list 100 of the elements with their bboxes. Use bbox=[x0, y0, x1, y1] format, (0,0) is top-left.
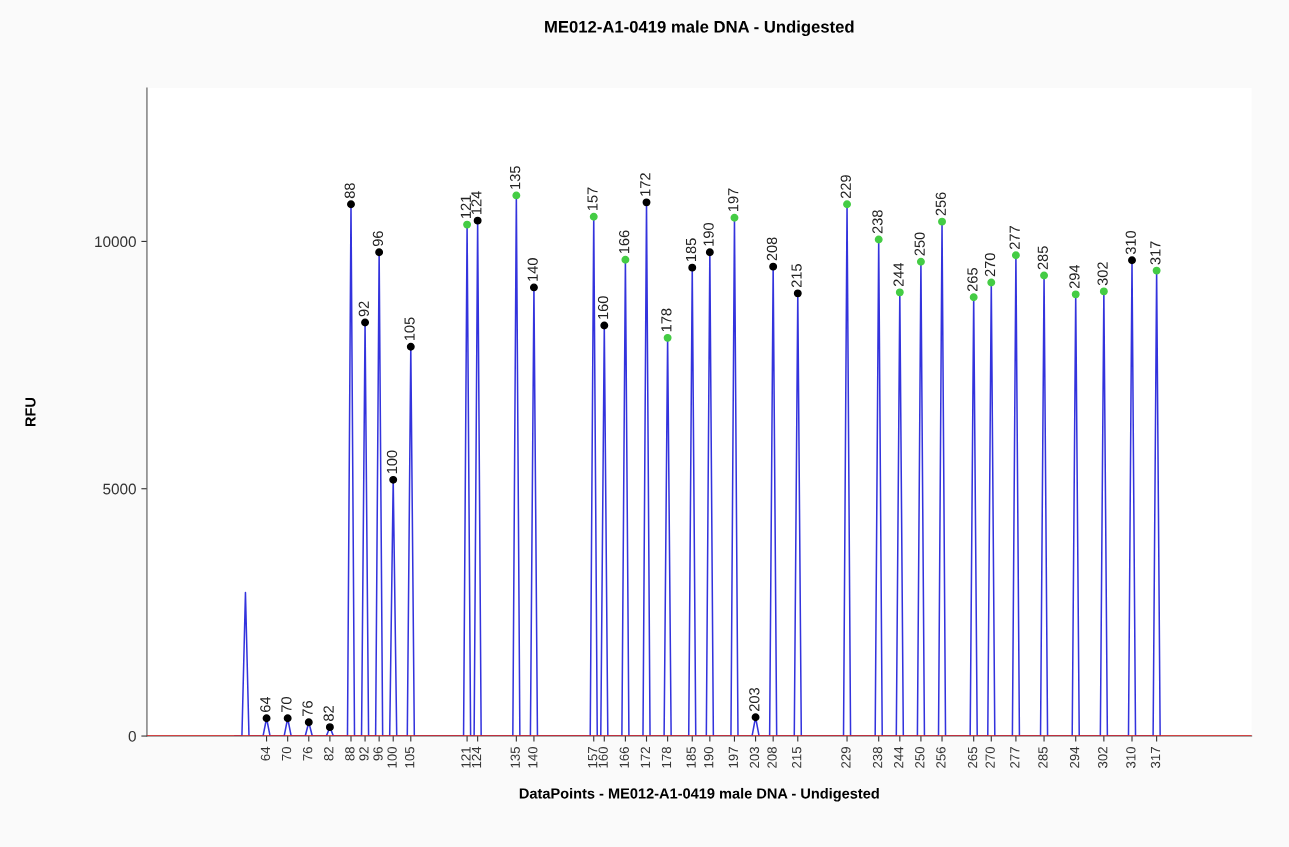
point bbox=[262, 714, 271, 723]
x-tick-label: 172 bbox=[640, 747, 650, 768]
x-tick-label: 302 bbox=[1098, 747, 1108, 768]
annotation: 229 bbox=[840, 175, 851, 199]
point bbox=[769, 262, 778, 271]
x-tick-label: 70 bbox=[281, 746, 292, 761]
x-tick-label: 317 bbox=[1150, 747, 1161, 768]
point bbox=[389, 475, 398, 484]
point bbox=[325, 723, 334, 732]
annotation: 250 bbox=[914, 232, 925, 256]
annotation: 135 bbox=[509, 166, 521, 189]
point bbox=[1128, 256, 1136, 265]
x-tick-label: 178 bbox=[661, 747, 672, 768]
x-tick-label: 256 bbox=[936, 747, 946, 768]
point bbox=[663, 333, 672, 342]
point bbox=[347, 200, 355, 209]
y-tick-label: 5000 bbox=[103, 483, 136, 495]
x-tick-label: 285 bbox=[1038, 747, 1048, 768]
x-tick-label: 105 bbox=[405, 747, 415, 768]
point bbox=[600, 321, 609, 330]
annotation: 178 bbox=[661, 308, 672, 332]
x-tick-label: 185 bbox=[686, 747, 696, 768]
point bbox=[916, 257, 925, 266]
x-tick-label: 208 bbox=[767, 747, 777, 768]
annotation: 96 bbox=[372, 231, 384, 247]
point bbox=[304, 718, 313, 727]
x-tick-label: 64 bbox=[260, 746, 271, 761]
y-axis-title: RFU bbox=[25, 397, 36, 427]
point bbox=[705, 248, 714, 257]
x-tick-label: 265 bbox=[967, 747, 978, 768]
annotation: 238 bbox=[872, 210, 883, 234]
point bbox=[688, 263, 697, 272]
annotation: 140 bbox=[527, 258, 538, 281]
annotation: 317 bbox=[1150, 241, 1161, 265]
point bbox=[463, 220, 472, 229]
annotation: 64 bbox=[260, 696, 271, 712]
x-tick-label: 197 bbox=[728, 747, 739, 768]
point bbox=[473, 216, 482, 225]
x-tick-label: 277 bbox=[1010, 747, 1020, 768]
annotation: 270 bbox=[984, 253, 996, 277]
x-tick-label: 76 bbox=[302, 747, 313, 761]
annotation: 256 bbox=[935, 192, 946, 216]
x-tick-label: 244 bbox=[894, 746, 904, 768]
annotation: 105 bbox=[404, 317, 415, 341]
x-tick-label: 294 bbox=[1069, 746, 1080, 768]
x-tick-label: 250 bbox=[915, 746, 925, 768]
point bbox=[529, 283, 538, 292]
annotation: 172 bbox=[640, 173, 651, 196]
annotation: 121 bbox=[460, 195, 471, 218]
annotation: 190 bbox=[703, 222, 714, 246]
annotation: 157 bbox=[587, 187, 598, 211]
point bbox=[1011, 251, 1020, 260]
annotation: 310 bbox=[1125, 230, 1136, 255]
point bbox=[938, 217, 946, 226]
x-tick-label: 238 bbox=[872, 747, 883, 768]
point bbox=[874, 235, 883, 244]
point bbox=[589, 212, 598, 221]
point bbox=[361, 318, 370, 327]
annotation: 244 bbox=[893, 262, 904, 287]
x-tick-label: 160 bbox=[598, 746, 608, 768]
x-tick-label: 229 bbox=[841, 747, 851, 768]
x-tick-label: 215 bbox=[791, 747, 802, 768]
point bbox=[1071, 290, 1080, 299]
x-tick-label: 92 bbox=[359, 747, 369, 761]
annotation: 185 bbox=[685, 238, 697, 261]
x-tick-label: 88 bbox=[345, 747, 355, 761]
annotation: 302 bbox=[1097, 262, 1108, 286]
point bbox=[793, 289, 802, 298]
point bbox=[642, 198, 651, 207]
annotation: 124 bbox=[471, 191, 482, 214]
x-tick-label: 190 bbox=[704, 746, 714, 768]
x-tick-label: 140 bbox=[528, 746, 538, 768]
point bbox=[406, 342, 415, 351]
point bbox=[987, 278, 996, 287]
annotation: 166 bbox=[618, 230, 630, 254]
x-tick-label: 82 bbox=[324, 747, 334, 761]
annotation: 76 bbox=[302, 701, 313, 716]
x-tick-label: 121 bbox=[461, 747, 471, 768]
x-axis-title: DataPoints - ME012-A1-0419 male DNA - Undigested bbox=[519, 787, 879, 802]
x-tick-label: 203 bbox=[749, 747, 760, 768]
x-tick-label: 157 bbox=[588, 747, 598, 768]
x-tick-label: 135 bbox=[510, 747, 520, 768]
annotation: 265 bbox=[967, 268, 978, 292]
annotation: 100 bbox=[386, 450, 398, 474]
point bbox=[1099, 287, 1108, 296]
annotation: 277 bbox=[1009, 226, 1020, 249]
annotation: 197 bbox=[728, 188, 739, 212]
point bbox=[843, 200, 851, 209]
annotation: 208 bbox=[766, 237, 778, 261]
x-tick-label: 96 bbox=[373, 747, 383, 761]
point bbox=[283, 714, 292, 723]
point bbox=[969, 293, 978, 302]
x-tick-label: 270 bbox=[985, 746, 995, 768]
y-tick-label: 10000 bbox=[95, 236, 136, 248]
point bbox=[1040, 271, 1049, 280]
point bbox=[375, 248, 384, 257]
point bbox=[895, 288, 904, 297]
annotation: 294 bbox=[1069, 264, 1080, 289]
x-tick-label: 100 bbox=[387, 746, 397, 768]
x-tick-label: 310 bbox=[1126, 746, 1136, 768]
